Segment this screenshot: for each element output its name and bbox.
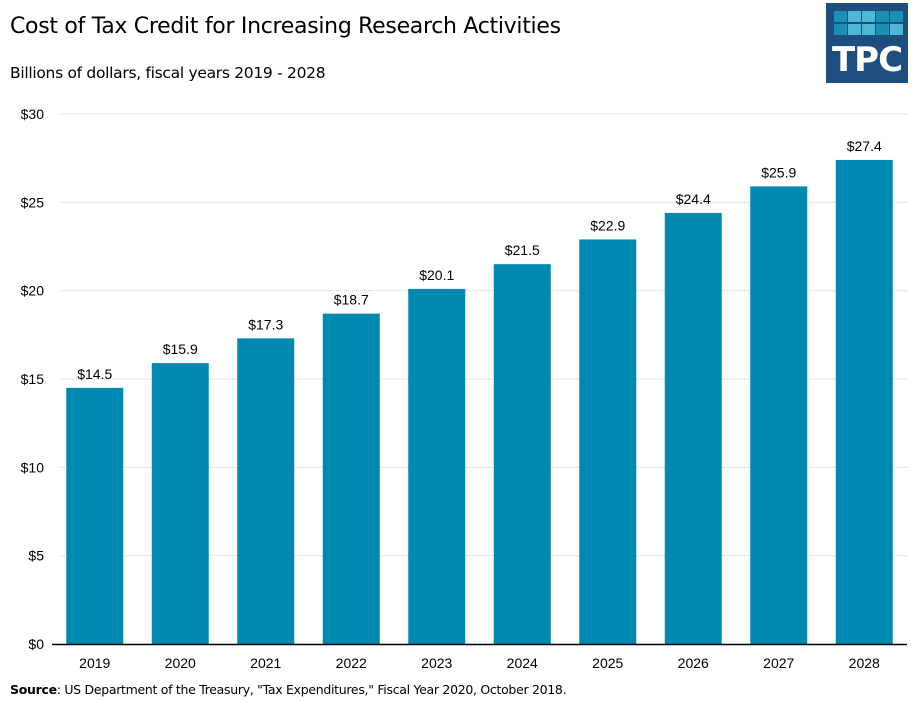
y-tick-label: $20 [21,283,45,299]
bar-2022 [322,313,380,644]
bar-2025 [579,239,637,644]
bar-2020 [151,363,209,644]
x-tick-label: 2021 [250,655,281,671]
x-tick-label: 2022 [336,655,367,671]
data-label: $14.5 [77,366,112,382]
logo-square [876,11,889,22]
y-tick-label: $10 [21,459,45,475]
data-label: $22.9 [590,217,625,233]
chart-title: Cost of Tax Credit for Increasing Resear… [10,14,561,39]
data-label: $21.5 [505,242,540,258]
y-tick-label: $0 [28,636,44,652]
logo-text: TPC [831,40,903,80]
y-tick-label: $30 [21,106,45,122]
x-tick-label: 2023 [421,655,452,671]
bar-2027 [750,186,808,644]
data-label: $27.4 [847,138,882,154]
logo-square [862,24,875,35]
x-tick-label: 2019 [79,655,110,671]
bar-2019 [66,387,124,644]
bar-2024 [493,264,551,644]
logo-square [862,11,875,22]
source-note: Source: US Department of the Treasury, "… [10,682,567,697]
bar-2026 [664,212,722,644]
y-tick-label: $15 [21,371,45,387]
logo-square [848,11,861,22]
logo-square [876,24,889,35]
y-tick-label: $5 [28,548,44,564]
logo-square [890,24,903,35]
logo-square [848,24,861,35]
x-tick-label: 2024 [507,655,538,671]
logo-square [890,11,903,22]
chart-subtitle: Billions of dollars, fiscal years 2019 -… [10,64,326,82]
data-label: $18.7 [334,292,369,308]
bar-2028 [835,159,893,644]
data-label: $17.3 [248,316,283,332]
logo-square [834,24,847,35]
x-tick-label: 2026 [678,655,709,671]
source-label: Source [10,682,57,697]
x-tick-label: 2025 [592,655,623,671]
source-text: : US Department of the Treasury, "Tax Ex… [56,682,567,697]
bar-2021 [237,338,295,644]
bar-2023 [408,288,466,644]
tpc-logo: TPC [826,3,908,83]
data-label: $25.9 [761,164,796,180]
data-label: $24.4 [676,191,711,207]
x-tick-label: 2028 [849,655,880,671]
data-label: $20.1 [419,267,454,283]
x-tick-label: 2027 [763,655,794,671]
y-tick-label: $25 [21,194,45,210]
data-label: $15.9 [163,341,198,357]
logo-square [834,11,847,22]
x-tick-label: 2020 [165,655,196,671]
